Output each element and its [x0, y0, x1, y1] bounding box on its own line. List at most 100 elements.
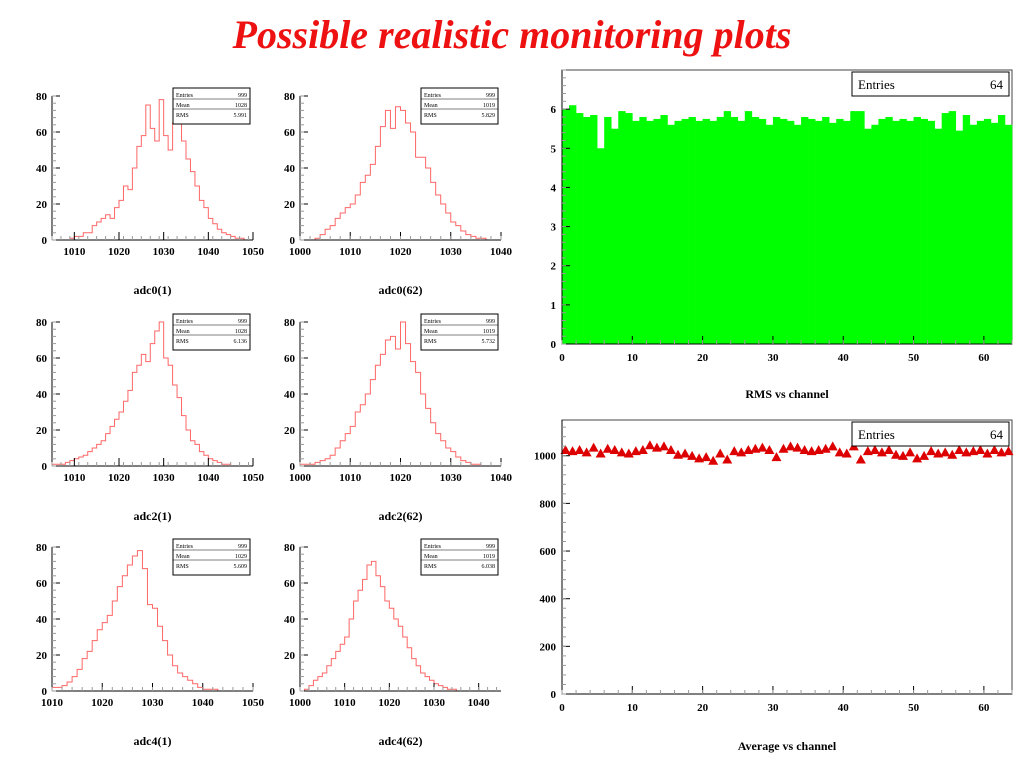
rms-bar: [976, 120, 985, 344]
histogram-adc2-62: 1000 1010 1020 1030 1040 0 20 40 60 80 adc2(62) Ent…: [278, 310, 518, 525]
stats-box: [851, 71, 1010, 97]
stats-box: [172, 313, 251, 351]
x-tick-label: 10: [627, 702, 639, 714]
y-tick-label: 80: [36, 542, 48, 554]
average-point: [778, 443, 789, 453]
rms-bar: [681, 118, 689, 344]
x-tick-label: 1010: [334, 697, 357, 709]
y-tick-label: 20: [36, 425, 48, 437]
y-tick-label: 0: [42, 235, 48, 247]
rms-bar: [772, 116, 781, 344]
x-tick-label: 40: [838, 352, 850, 364]
x-axis-title: adc2(1): [134, 509, 172, 523]
rms-bar: [969, 124, 978, 344]
y-tick-label: 0: [551, 339, 557, 351]
rms-bar: [948, 111, 957, 344]
y-tick-label: 1: [551, 300, 557, 312]
rms-bar: [688, 116, 696, 344]
rms-bar: [955, 130, 964, 344]
histogram-adc0-62: 1000 1010 1020 1030 1040 0 20 40 60 80 adc0(62) Ent…: [278, 84, 518, 299]
adc4-62-svg: 1000 1010 1020 1030 1040 0 20 40 60 80 adc4(62) Ent…: [284, 538, 501, 748]
stats-label: Entries: [176, 93, 194, 99]
stats-label: Entries: [858, 427, 895, 442]
histogram-line: [52, 99, 253, 241]
x-tick-label: 50: [908, 702, 920, 714]
average-point: [757, 442, 768, 452]
rms-bar: [822, 116, 830, 344]
rms-bar: [765, 124, 774, 344]
y-tick-label: 800: [540, 498, 557, 510]
rms-bar: [674, 120, 682, 344]
average-point: [637, 444, 648, 454]
rms-bar: [927, 120, 935, 344]
average-point: [743, 444, 754, 454]
x-tick-label: 1050: [242, 472, 265, 484]
average-point: [1003, 446, 1014, 456]
y-tick-label: 40: [36, 614, 48, 626]
rms-bar: [597, 148, 605, 344]
stats-value: 1029: [235, 554, 247, 560]
average-point: [658, 441, 669, 451]
stats-label: RMS: [424, 113, 437, 119]
y-tick-label: 60: [284, 353, 296, 365]
rms-bar: [702, 118, 710, 344]
x-tick-label: 1010: [339, 246, 362, 258]
average-point: [820, 443, 831, 453]
stats-label: RMS: [176, 113, 189, 119]
y-tick-label: 3: [551, 222, 557, 234]
rms-bar: [892, 120, 900, 344]
rms-bar: [730, 116, 739, 344]
x-tick-label: 0: [559, 702, 565, 714]
average-point: [813, 444, 824, 454]
x-tick-label: 1020: [108, 472, 131, 484]
y-tick-label: 20: [36, 650, 48, 662]
rms-bar: [625, 113, 633, 344]
x-tick-label: 1040: [197, 246, 220, 258]
stats-value: 5.829: [482, 113, 496, 119]
average-point: [799, 444, 810, 454]
average-point: [968, 446, 979, 456]
average-point: [630, 446, 641, 456]
y-tick-label: 80: [284, 91, 296, 103]
rms-bar: [878, 118, 886, 344]
average-point: [827, 441, 838, 451]
x-tick-label: 60: [978, 702, 990, 714]
rms-bar: [815, 120, 823, 344]
y-tick-label: 40: [284, 163, 296, 175]
average-point: [771, 452, 782, 462]
y-tick-label: 40: [284, 389, 296, 401]
average-point: [665, 444, 676, 454]
stats-value: 999: [238, 93, 247, 99]
histogram-adc0-1: 1010 1020 1030 1040 1050 0 20 40 60 80 adc0(1) Entr…: [30, 84, 270, 299]
x-tick-label: 50: [908, 352, 920, 364]
adc4-1-svg: 1010 1020 1030 1040 1050 0 20 40 60 80 adc4(1) Entr…: [36, 538, 265, 748]
average-point: [616, 447, 627, 457]
rms-bar: [885, 116, 893, 344]
average-point: [883, 444, 894, 454]
average-point: [876, 447, 887, 457]
average-point: [736, 447, 747, 457]
average-point: [588, 442, 599, 452]
stats-value: 999: [486, 93, 495, 99]
rms-bar: [723, 111, 732, 344]
x-tick-label: 60: [978, 352, 990, 364]
stats-value: 1019: [483, 329, 495, 335]
average-point: [989, 444, 1000, 454]
x-tick-label: 1040: [192, 697, 215, 709]
rms-bar: [583, 116, 591, 344]
rms-bar: [808, 118, 816, 344]
stats-value: 5.991: [234, 113, 248, 119]
average-point: [841, 448, 852, 458]
stats-value: 1019: [483, 103, 495, 109]
stats-label: Entries: [424, 319, 442, 325]
y-tick-label: 0: [42, 461, 48, 473]
rms-bar: [857, 111, 865, 344]
average-point: [912, 453, 923, 463]
x-tick-label: 1040: [197, 472, 220, 484]
stats-value: 999: [238, 319, 247, 325]
rms-bar: [590, 115, 598, 344]
x-tick-label: 1010: [339, 472, 362, 484]
stats-value: 64: [990, 427, 1004, 442]
y-tick-label: 600: [540, 546, 557, 558]
